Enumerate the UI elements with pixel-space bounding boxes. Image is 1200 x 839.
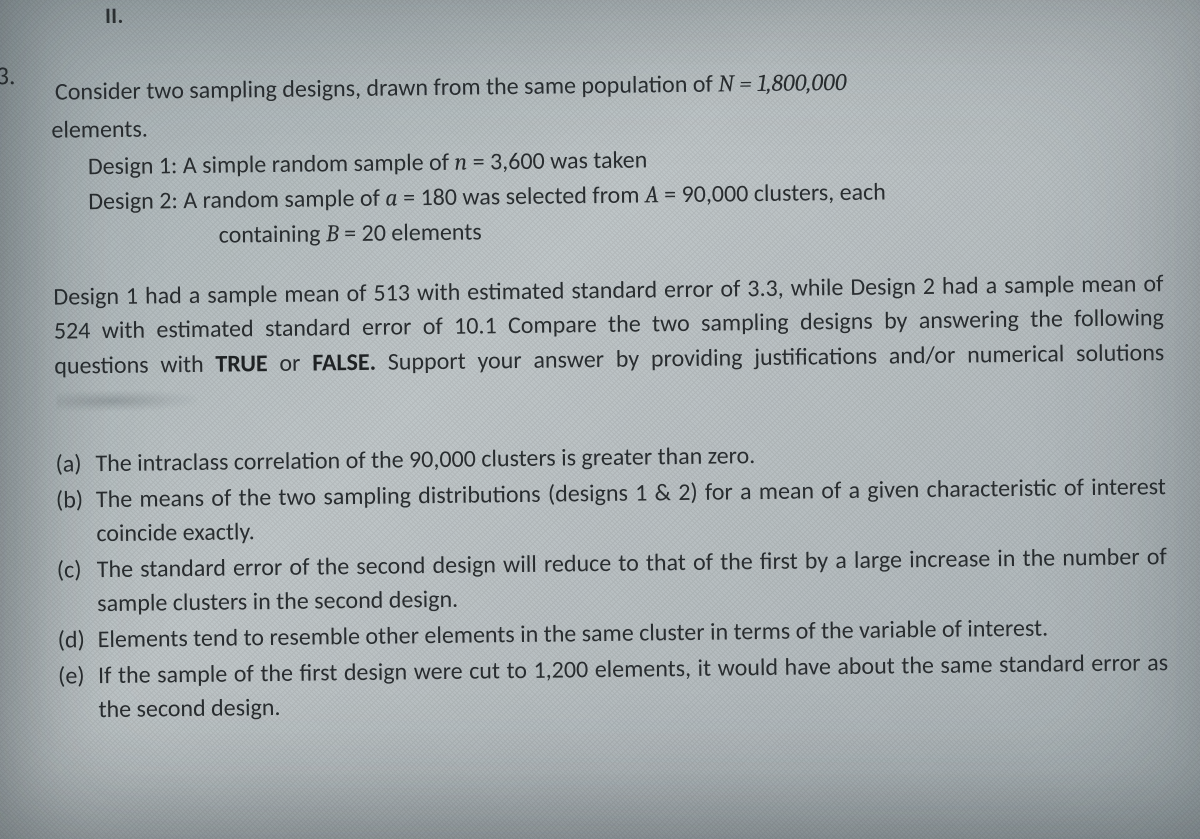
lead-text: Consider two sampling designs, drawn fro…	[55, 70, 719, 107]
question-content: Consider two sampling designs, drawn fro…	[51, 61, 1169, 728]
prev-question-fragment: II.	[105, 2, 124, 29]
scanned-page: II. 3. Consider two sampling designs, dr…	[0, 0, 1200, 839]
item-c-text: The standard error of the second design …	[97, 540, 1168, 621]
item-b: (b) The means of the two sampling distri…	[56, 470, 1167, 552]
item-a-label: (a)	[55, 447, 95, 482]
item-d-label: (d)	[57, 623, 97, 658]
item-c: (c) The standard error of the second des…	[57, 540, 1168, 622]
item-c-label: (c)	[57, 553, 98, 622]
para-false: FALSE.	[312, 347, 376, 377]
para-mid: or	[267, 348, 312, 378]
question-number: 3.	[0, 59, 16, 91]
design-block: Design 1: A simple random sample of n = …	[88, 136, 1163, 254]
lead-n: N = 1,800,000	[718, 68, 847, 98]
ink-smudge	[57, 390, 197, 412]
item-e-text: If the sample of the first design were c…	[98, 646, 1169, 727]
item-b-label: (b)	[56, 483, 97, 552]
sub-items: (a) The intraclass correlation of the 90…	[55, 434, 1168, 728]
instruction-paragraph: Design 1 had a sample mean of 513 with e…	[53, 267, 1165, 417]
item-e: (e) If the sample of the first design we…	[58, 646, 1169, 728]
item-e-label: (e)	[58, 659, 99, 728]
item-b-text: The means of the two sampling distributi…	[96, 470, 1167, 551]
para-true: TRUE	[215, 349, 268, 379]
para-tail: Support your answer by providing justifi…	[376, 338, 1165, 377]
